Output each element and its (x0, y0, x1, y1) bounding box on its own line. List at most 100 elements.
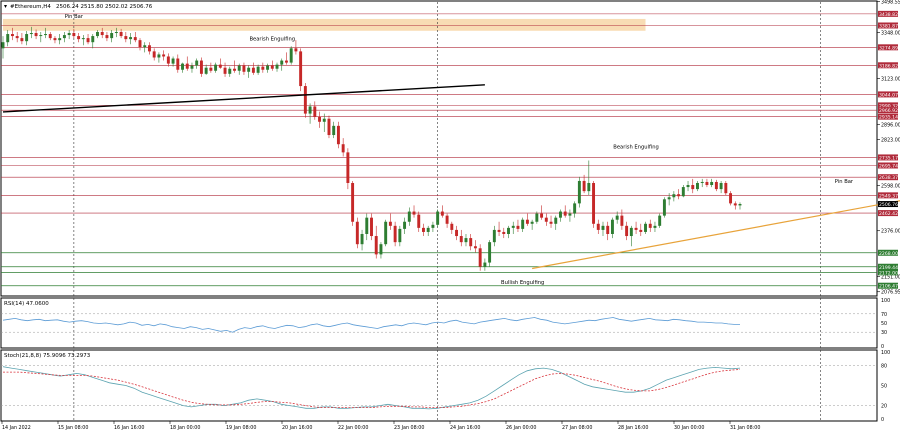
candle-body (379, 244, 383, 255)
candle (478, 244, 482, 271)
candle-body (525, 219, 529, 224)
candle-body (100, 31, 104, 36)
candle-body (247, 67, 251, 72)
resistance-tag-text: 2735.17 (879, 155, 898, 161)
panel-frames (0, 0, 878, 422)
candle-body (502, 231, 506, 234)
candle (596, 219, 600, 234)
candle (58, 34, 62, 45)
candle-body (233, 68, 236, 71)
candle (270, 60, 274, 71)
candle (672, 191, 676, 202)
resistance-tag-bg (878, 62, 898, 69)
candle-body (214, 64, 218, 71)
candle-body (530, 221, 534, 224)
candle-body (729, 193, 733, 204)
header-arrow[interactable]: ▾ (4, 3, 7, 10)
candle-body (67, 33, 71, 36)
rsi-group: 100 70 50 30 0 (1, 298, 890, 350)
candle-body (48, 34, 52, 39)
time-axis: 14 Jan 2022 15 Jan 08:00 16 Jan 16:00 18 Ja… (1, 421, 760, 431)
candle (554, 215, 558, 230)
candle (535, 211, 539, 224)
candle-body (284, 60, 288, 63)
candle-body (143, 45, 147, 48)
candle (124, 31, 128, 43)
candle-body (185, 63, 189, 69)
candle-body (700, 181, 704, 183)
candle (407, 207, 411, 226)
rsi-label: RSI(14) 47.0600 (4, 301, 49, 307)
candle (261, 62, 265, 73)
candle-body (563, 211, 567, 216)
candle-body (341, 144, 345, 153)
candle (577, 176, 581, 208)
candle (629, 225, 633, 247)
horizontal-levels (1, 13, 877, 287)
candle-body (171, 58, 175, 64)
time-tick-label: 18 Jan 00:00 (170, 425, 200, 431)
candle-body (450, 223, 454, 230)
candle-body (270, 65, 274, 69)
candle (440, 205, 444, 218)
candle-body (199, 60, 203, 74)
time-tick-label: 26 Jan 00:00 (506, 425, 536, 431)
candle (313, 101, 317, 120)
candle (587, 160, 591, 196)
candle (710, 178, 714, 188)
time-tick-label: 16 Jan 16:00 (114, 425, 144, 431)
candle-body (72, 33, 76, 37)
candle-body (147, 45, 151, 52)
candle (223, 62, 227, 77)
candle-body (303, 86, 307, 114)
candle-body (719, 182, 723, 190)
candle-body (119, 31, 123, 37)
candle (147, 42, 151, 55)
resistance-tag-text: 2990.32 (879, 103, 898, 109)
stoch-group: 100 80 50 20 0 (1, 350, 890, 423)
candle-body (58, 38, 62, 41)
candle-body (138, 40, 142, 48)
resistance-tag-bg (878, 102, 898, 109)
candle-body (677, 194, 681, 197)
candle (393, 221, 397, 247)
candle-body (568, 213, 572, 216)
support-tag-bg (878, 249, 898, 256)
candle (294, 40, 298, 55)
candle-body (332, 125, 336, 136)
price-tick-label: 2151.00 (881, 275, 900, 281)
stoch-tick-label: 100 (881, 350, 890, 356)
candle-body (672, 194, 676, 198)
candle-body (648, 223, 652, 228)
candle (497, 221, 501, 237)
candle (91, 34, 95, 49)
candle (318, 111, 321, 128)
candle-body (488, 242, 492, 263)
pattern-annotation: Bearish Engulfing (249, 36, 295, 42)
candle-body (256, 66, 260, 73)
resistance-tag-text: 3438.82 (879, 12, 898, 18)
candle-body (521, 219, 525, 229)
candle (549, 215, 553, 228)
candle-body (15, 36, 19, 39)
candle (696, 180, 699, 192)
candle-body (620, 215, 624, 226)
candle-body (625, 225, 629, 237)
candle-body (81, 38, 85, 40)
candle-body (228, 68, 232, 74)
candle-body (686, 185, 690, 188)
resistance-tag-bg (878, 10, 898, 17)
stoch-panel (0, 349, 878, 422)
candle (15, 31, 19, 43)
candle-body (714, 181, 718, 190)
candle-body (162, 54, 166, 57)
candle-body (601, 225, 605, 230)
candle-body (473, 246, 477, 249)
candle-body (445, 215, 449, 224)
candle (133, 31, 137, 43)
candle-body (403, 221, 407, 229)
candle-body (105, 35, 109, 39)
candle-body (223, 67, 227, 74)
candle (540, 205, 544, 220)
